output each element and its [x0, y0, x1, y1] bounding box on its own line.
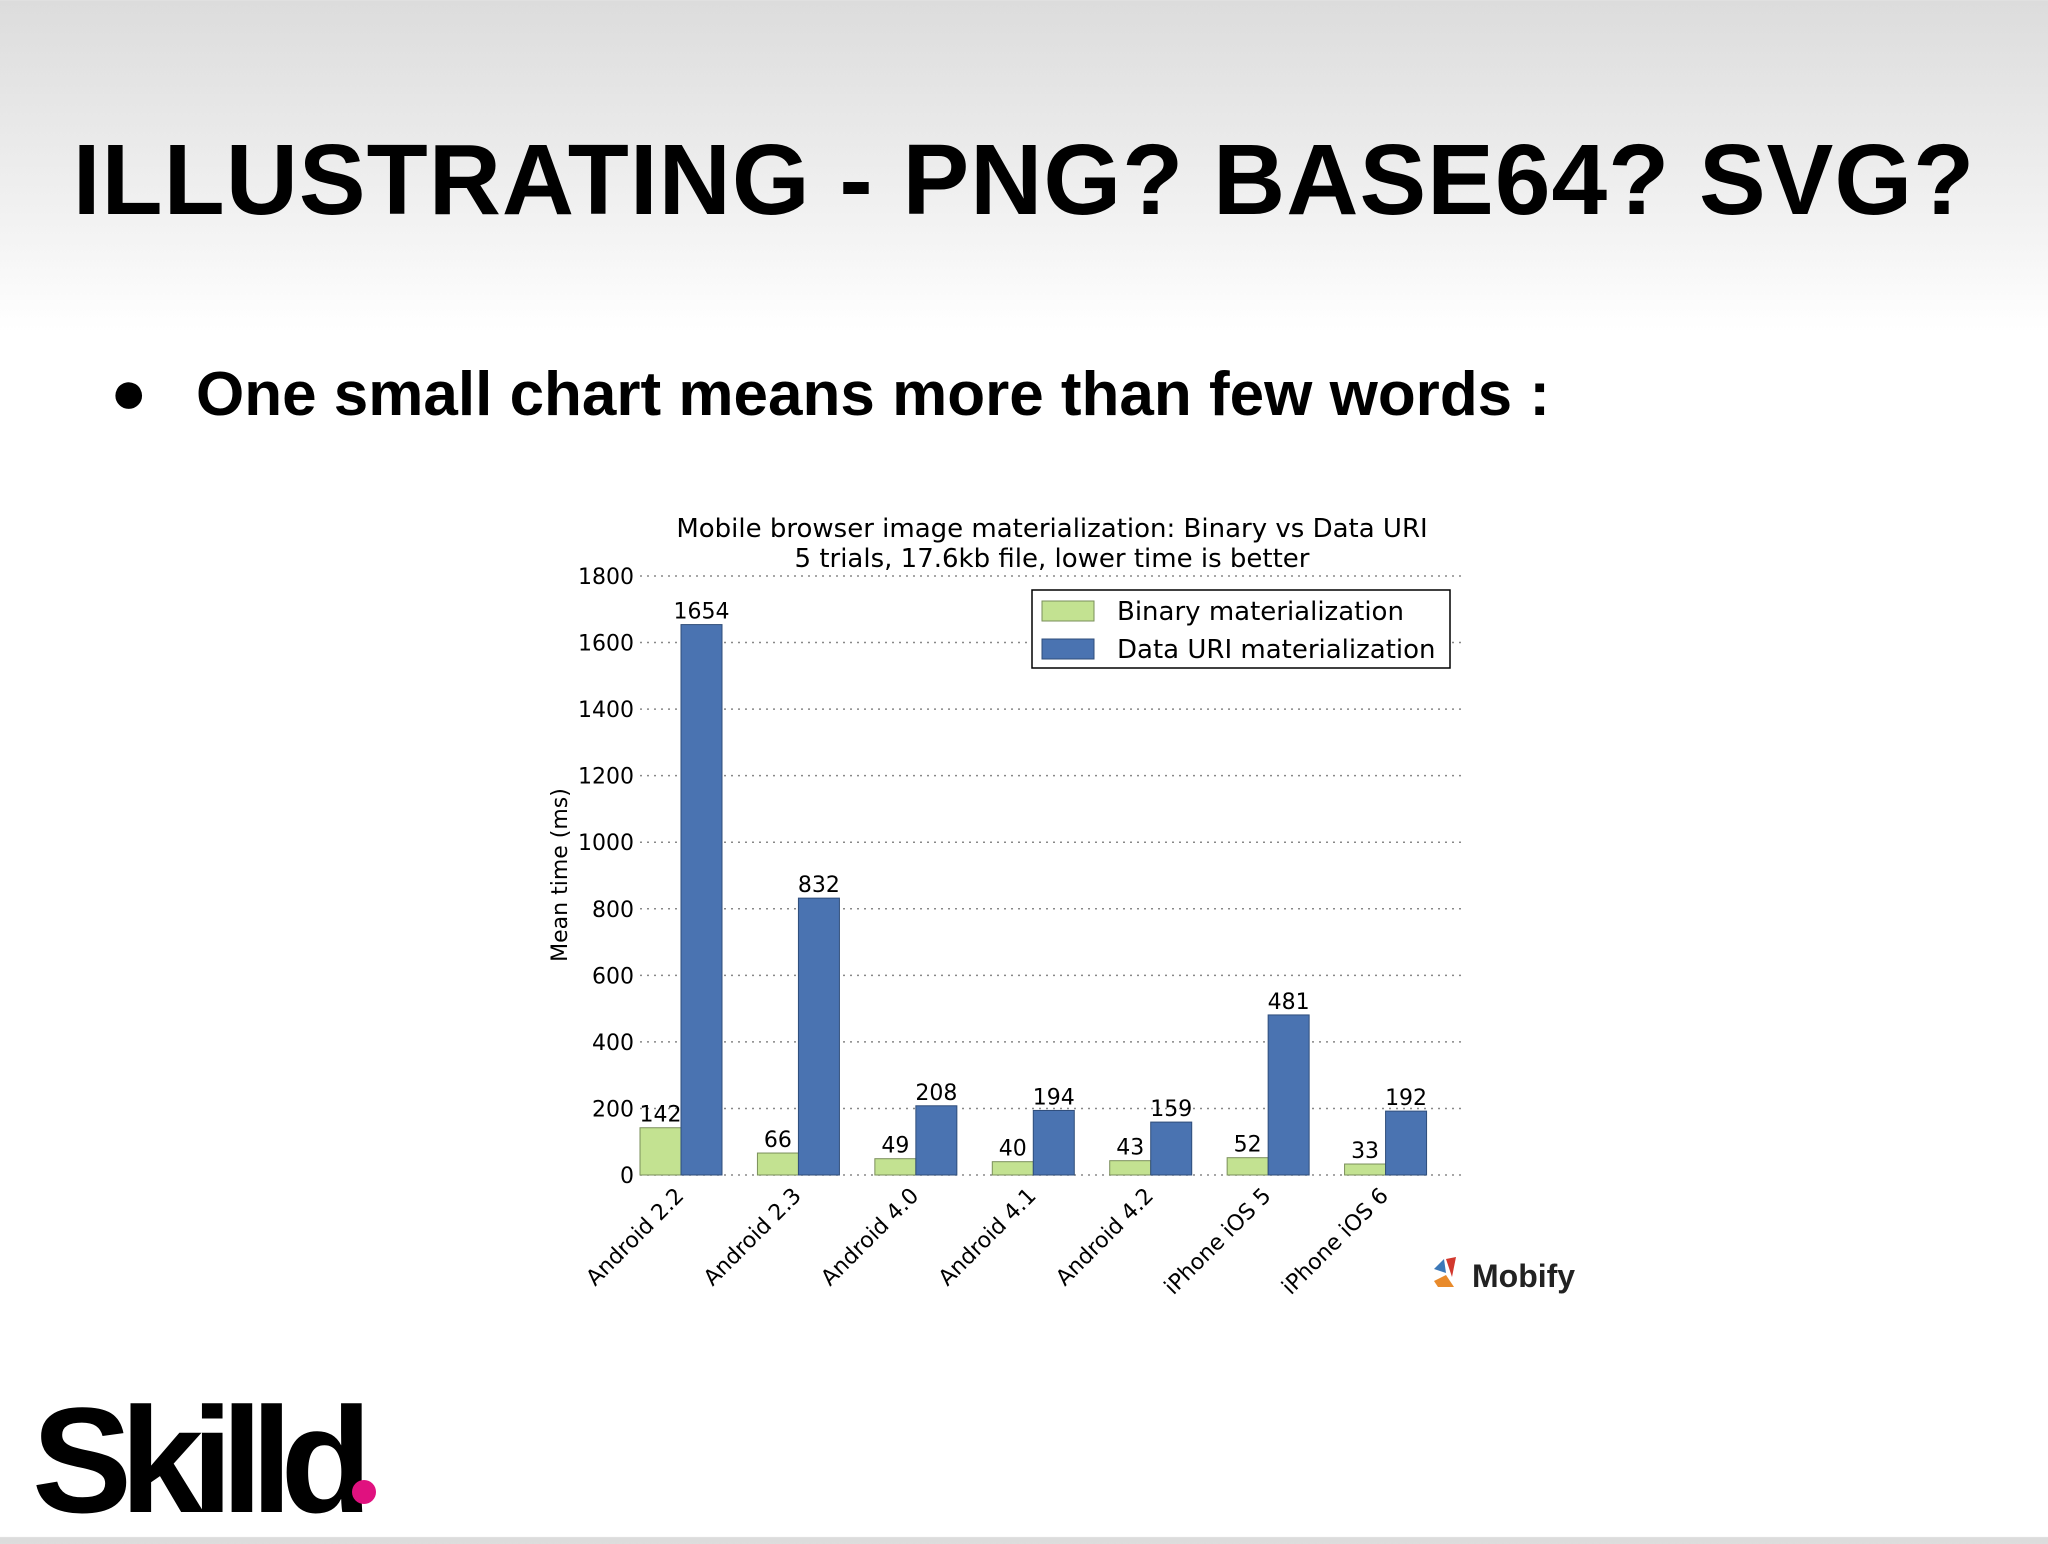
legend-label: Data URI materialization [1117, 635, 1436, 665]
data-label: 1654 [674, 600, 730, 625]
bar [797, 897, 840, 1176]
x-tick-label: Android 2.3 [699, 1184, 807, 1292]
y-tick-label: 1600 [578, 632, 634, 657]
y-tick-label: 200 [592, 1097, 634, 1122]
bar [1385, 1110, 1428, 1176]
legend-box [1031, 589, 1451, 669]
y-tick-label: 1000 [578, 831, 634, 856]
data-label: 481 [1268, 990, 1310, 1015]
bar [1032, 1109, 1075, 1176]
bar [1226, 1157, 1269, 1176]
data-label: 43 [1116, 1136, 1144, 1161]
data-label: 52 [1234, 1133, 1262, 1158]
x-tick-label: Android 4.1 [934, 1184, 1042, 1292]
x-tick-label: Android 4.0 [817, 1184, 925, 1292]
x-tick-label: iPhone iOS 5 [1160, 1184, 1276, 1300]
data-label: 194 [1033, 1085, 1075, 1110]
bar [1267, 1014, 1310, 1176]
data-label: 142 [640, 1103, 682, 1128]
y-tick-label: 400 [592, 1031, 634, 1056]
y-tick-label: 1800 [578, 565, 634, 590]
data-label: 66 [764, 1128, 792, 1153]
y-axis-ticks: 0 200 400 600 800 1000 1200 1400 1600 1800 [578, 565, 634, 1189]
bar [915, 1105, 958, 1176]
legend-swatch [1041, 600, 1095, 622]
y-tick-label: 1200 [578, 765, 634, 790]
data-label: 159 [1150, 1097, 1192, 1122]
skilld-logo: Skilld [32, 1376, 372, 1544]
y-tick-label: 600 [592, 964, 634, 989]
data-label: 208 [915, 1081, 957, 1106]
bar [1344, 1163, 1387, 1176]
x-axis-ticks: Android 2.2 Android 2.3 Android 4.0 Android… [582, 1184, 1394, 1300]
y-tick-label: 0 [620, 1164, 634, 1189]
skilld-logo-dot [352, 1480, 376, 1504]
bar [1150, 1121, 1193, 1176]
data-label: 40 [999, 1137, 1027, 1162]
bar [1109, 1160, 1152, 1176]
bullet-marker: ● [110, 358, 148, 427]
slide-title: ILLUSTRATING - PNG? BASE64? SVG? [72, 124, 1976, 236]
chart-title: Mobile browser image materialization: Bi… [676, 514, 1427, 544]
data-label: 49 [881, 1134, 909, 1159]
bar [874, 1158, 917, 1176]
x-tick-label: Android 4.2 [1051, 1184, 1159, 1292]
legend-swatch [1041, 638, 1095, 660]
mobify-logo-text: Mobify [1472, 1258, 1576, 1294]
bar [991, 1161, 1034, 1176]
y-axis-label: Mean time (ms) [548, 788, 573, 962]
data-label: 832 [798, 873, 840, 898]
data-label: 33 [1351, 1139, 1379, 1164]
y-tick-label: 800 [592, 898, 634, 923]
legend: Binary materialization Data URI materiali… [1031, 589, 1451, 669]
x-tick-label: Android 2.2 [582, 1184, 690, 1292]
y-tick-label: 1400 [578, 698, 634, 723]
legend-label: Binary materialization [1117, 597, 1404, 627]
bar [680, 624, 723, 1176]
bar [639, 1127, 682, 1176]
bar [756, 1152, 799, 1176]
chart-subtitle: 5 trials, 17.6kb file, lower time is bet… [795, 544, 1310, 574]
bar-chart: Mobile browser image materialization: Bi… [548, 514, 1462, 1300]
data-label: 192 [1385, 1086, 1427, 1111]
bullet-text: One small chart means more than few word… [196, 360, 1551, 429]
x-tick-label: iPhone iOS 6 [1277, 1184, 1393, 1300]
mobify-logo-icon [1434, 1257, 1456, 1287]
